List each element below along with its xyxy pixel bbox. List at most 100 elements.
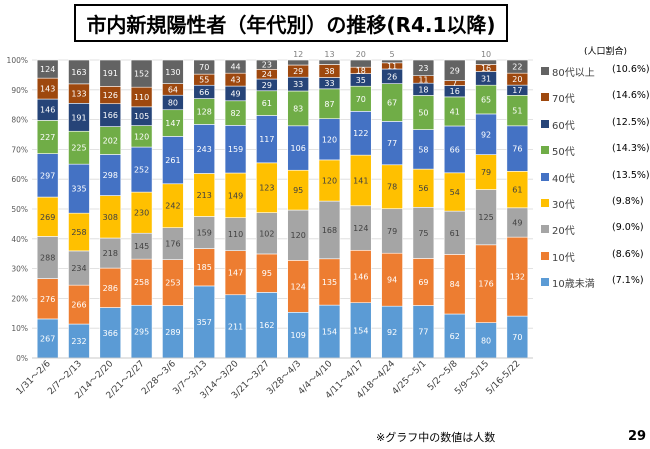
data-label: 70 (356, 95, 366, 104)
y-tick-label: 50% (11, 205, 28, 214)
data-label: 289 (165, 328, 180, 337)
data-label: 286 (103, 284, 118, 293)
data-label: 145 (134, 242, 149, 251)
data-label: 17 (512, 86, 522, 95)
y-tick-label: 100% (7, 56, 28, 65)
legend-swatch (541, 119, 549, 128)
bar-segment (193, 59, 216, 75)
data-label: 43 (230, 76, 240, 85)
data-label: 258 (134, 278, 149, 287)
data-label: 75 (418, 229, 428, 238)
data-label: 110 (134, 93, 149, 102)
bar-segment (99, 59, 122, 87)
data-label: 147 (165, 119, 180, 128)
data-label: 243 (197, 145, 212, 154)
data-label: 94 (387, 276, 397, 285)
data-label: 22 (512, 63, 522, 72)
data-label: 20 (356, 50, 366, 59)
data-label: 159 (197, 229, 212, 238)
data-label: 159 (228, 145, 243, 154)
data-label: 58 (418, 145, 428, 154)
data-label: 18 (418, 85, 428, 94)
legend-label: 10代 (552, 252, 575, 264)
data-label: 56 (418, 184, 428, 193)
data-label: 105 (134, 112, 149, 121)
data-label: 122 (353, 129, 368, 138)
data-label: 130 (165, 68, 180, 77)
data-label: 168 (322, 226, 337, 235)
data-label: 16 (450, 87, 460, 96)
data-label: 95 (262, 269, 272, 278)
data-label: 191 (103, 69, 118, 78)
data-label: 213 (197, 191, 212, 200)
data-label: 149 (228, 191, 243, 200)
bar-segment (130, 59, 153, 88)
data-label: 143 (40, 85, 55, 94)
bar-segment (349, 59, 372, 68)
legend-label: 50代 (552, 147, 575, 159)
legend-population-ratio: (7.1%) (612, 275, 644, 287)
data-label: 35 (356, 76, 366, 85)
data-label: 13 (324, 50, 334, 59)
data-label: 288 (40, 253, 55, 262)
bar-segment (381, 59, 403, 64)
data-label: 176 (478, 280, 493, 289)
data-label: 146 (353, 272, 368, 281)
data-label: 24 (262, 70, 272, 79)
data-label: 154 (322, 328, 337, 337)
legend-swatch (541, 93, 549, 102)
legend-population-ratio: (9.8%) (612, 196, 644, 207)
footnote: ※グラフ中の数値は人数 (376, 431, 496, 444)
data-label: 80 (168, 98, 178, 107)
data-label: 16 (481, 64, 491, 73)
x-tick-label: 5/16-5/22 (485, 359, 523, 397)
data-label: 357 (197, 318, 212, 327)
legend-label: 80代以上 (552, 68, 595, 79)
data-label: 123 (259, 184, 274, 193)
data-label: 266 (71, 301, 86, 310)
data-label: 109 (291, 331, 306, 340)
data-label: 76 (512, 145, 522, 154)
data-label: 92 (481, 130, 491, 139)
legend-population-ratio: (14.6%) (612, 90, 650, 102)
data-label: 77 (387, 139, 397, 148)
data-label: 102 (259, 229, 274, 238)
data-label: 31 (481, 74, 491, 83)
data-label: 5 (390, 50, 395, 59)
data-label: 83 (293, 104, 303, 113)
data-label: 18 (356, 66, 366, 75)
bar-segment (36, 59, 59, 79)
legend-item: 40代 (13.5%) (541, 170, 650, 185)
data-label: 124 (40, 65, 55, 74)
data-label: 67 (387, 99, 397, 108)
data-label: 29 (262, 81, 272, 90)
data-label: 154 (353, 326, 368, 335)
data-label: 308 (103, 213, 118, 222)
chart-legend: 80代以上 (10.6%) 70代 (14.6%) 60代 (12.5%) 50代 (14.3… (541, 0, 650, 449)
data-label: 51 (512, 107, 522, 116)
y-tick-label: 10% (11, 324, 28, 333)
data-label: 79 (481, 168, 491, 177)
data-label: 252 (134, 166, 149, 175)
data-label: 147 (228, 269, 243, 278)
data-label: 80 (481, 336, 491, 345)
data-label: 78 (387, 183, 397, 192)
legend-item: 10歳未満 (7.1%) (541, 275, 650, 290)
data-label: 95 (293, 186, 303, 195)
data-label: 38 (324, 67, 334, 76)
data-label: 163 (71, 68, 86, 77)
data-label: 152 (134, 70, 149, 79)
data-label: 298 (103, 171, 118, 180)
data-label: 41 (450, 107, 460, 116)
y-tick-label: 0% (16, 354, 28, 363)
bar-segment (318, 59, 341, 65)
page-number: 29 (628, 429, 647, 444)
bar-segment (475, 59, 497, 65)
legend-swatch (541, 278, 549, 287)
data-label: 126 (103, 91, 118, 100)
legend-swatch (541, 146, 549, 155)
legend-item: 10代 (8.6%) (541, 249, 650, 264)
data-label: 20 (512, 75, 522, 84)
y-tick-label: 30% (11, 265, 28, 274)
data-label: 11 (418, 75, 428, 84)
